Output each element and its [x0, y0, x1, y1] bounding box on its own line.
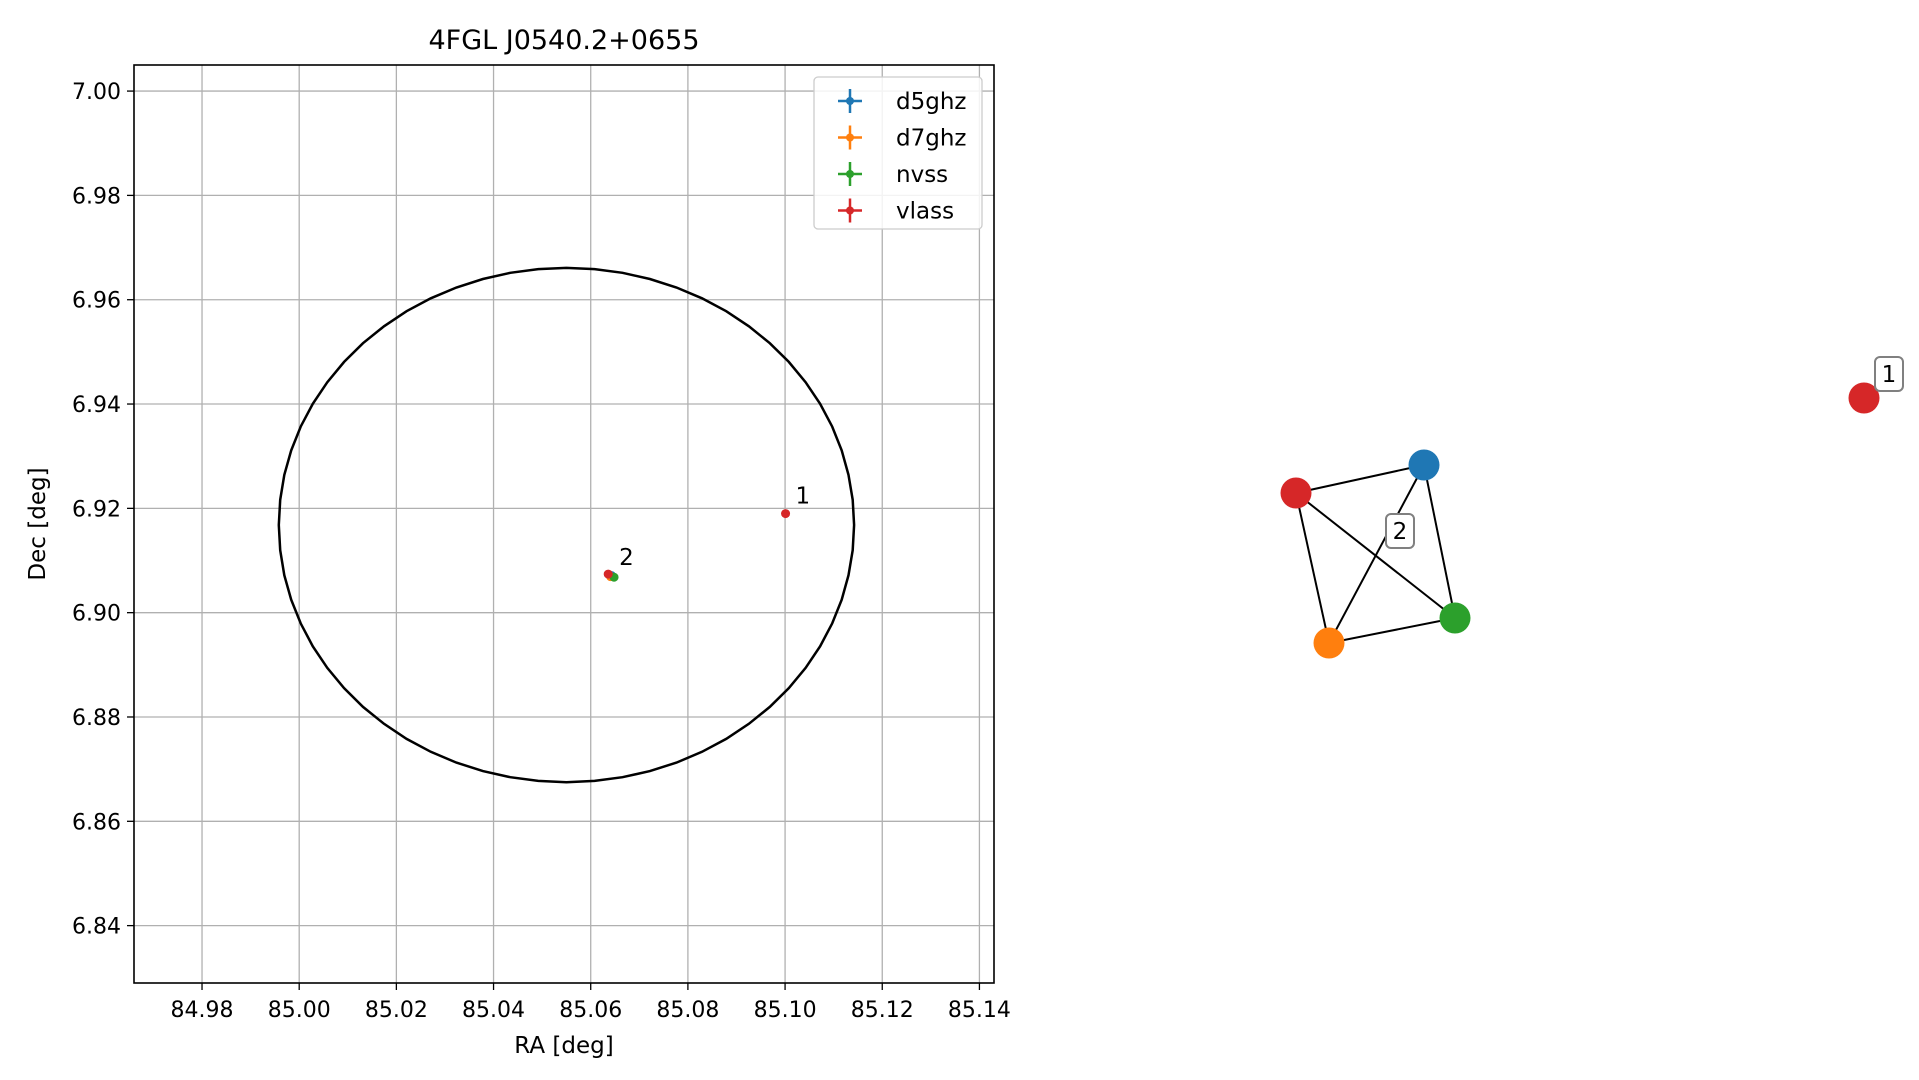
group-label-text: 2 — [1393, 519, 1408, 545]
legend-item-vlass: vlass — [838, 198, 954, 225]
y-tick-label: 6.98 — [72, 184, 121, 209]
graph-node-d7ghz — [1313, 627, 1345, 659]
legend-item-d7ghz: d7ghz — [838, 125, 966, 152]
legend: d5ghz d7ghz nvss vlass — [813, 76, 983, 230]
graph-nodes — [1280, 382, 1880, 659]
x-tick-label: 85.06 — [559, 998, 622, 1023]
y-tick-label: 6.88 — [72, 706, 121, 731]
y-axis-ticks: 6.84 6.86 6.88 6.90 6.92 6.94 6.96 6.98 7.00 — [72, 80, 134, 940]
legend-marker-dot — [846, 133, 854, 142]
localization-ellipse — [277, 266, 856, 784]
x-tick-label: 85.08 — [656, 998, 719, 1023]
y-axis-label: Dec [deg] — [25, 467, 51, 580]
y-tick-label: 6.90 — [72, 602, 121, 627]
y-tick-label: 6.94 — [72, 393, 121, 418]
legend-marker-dot — [846, 206, 854, 215]
group-label-1: 1 — [1874, 356, 1904, 392]
y-tick-label: 6.92 — [72, 497, 121, 522]
x-tick-label: 85.14 — [948, 998, 1011, 1023]
legend-label: vlass — [896, 199, 954, 225]
legend-label: d5ghz — [896, 89, 966, 115]
graph-edges — [1295, 464, 1456, 644]
legend-label: nvss — [896, 162, 948, 188]
source-association-graph: 21 — [1280, 356, 1904, 659]
graph-edge — [1423, 464, 1456, 619]
graph-node-d5ghz — [1408, 449, 1440, 481]
legend-box — [813, 76, 983, 230]
graph-edge — [1295, 492, 1330, 644]
graph-group-labels: 21 — [1385, 356, 1904, 549]
y-tick-label: 6.86 — [72, 810, 121, 835]
data-point-vlass — [603, 569, 613, 579]
x-tick-label: 85.10 — [754, 998, 817, 1023]
legend-item-nvss: nvss — [838, 162, 948, 188]
grid-lines — [134, 65, 994, 983]
graph-edge — [1295, 464, 1425, 494]
point-annotation: 2 — [619, 545, 634, 571]
graph-node-nvss — [1439, 602, 1471, 634]
graph-edge — [1328, 464, 1425, 644]
x-tick-label: 85.04 — [462, 998, 525, 1023]
group-label-2: 2 — [1385, 513, 1415, 549]
y-tick-label: 6.96 — [72, 289, 121, 314]
x-tick-label: 85.02 — [365, 998, 428, 1023]
legend-item-d5ghz: d5ghz — [838, 89, 966, 115]
axes-frame — [133, 64, 995, 984]
group-label-box — [1874, 356, 1904, 392]
legend-marker-dot — [846, 170, 854, 178]
source-points — [603, 509, 791, 582]
legend-marker-dot — [846, 97, 854, 105]
x-tick-label: 85.00 — [268, 998, 331, 1023]
x-tick-label: 85.12 — [851, 998, 914, 1023]
chart-title: 4FGL J0540.2+0655 — [428, 25, 699, 56]
graph-node-vlass-2 — [1280, 477, 1312, 509]
point-annotation: 1 — [796, 484, 811, 510]
legend-label: d7ghz — [896, 126, 966, 152]
group-label-text: 1 — [1882, 362, 1897, 388]
sky-position-chart: 12 84.98 85.00 85.02 85.04 85.06 85.08 85.10 85… — [25, 25, 1011, 1059]
x-axis-label: RA [deg] — [514, 1033, 613, 1059]
y-tick-label: 7.00 — [72, 80, 121, 105]
y-tick-label: 6.84 — [72, 915, 121, 940]
graph-edge — [1328, 617, 1456, 644]
point-annotations: 12 — [619, 484, 810, 572]
group-label-box — [1385, 513, 1415, 549]
graph-node-vlass-1 — [1848, 382, 1880, 414]
x-axis-ticks: 84.98 85.00 85.02 85.04 85.06 85.08 85.10 85.12… — [171, 983, 1011, 1023]
data-point-vlass — [781, 509, 791, 519]
x-tick-label: 84.98 — [171, 998, 234, 1023]
